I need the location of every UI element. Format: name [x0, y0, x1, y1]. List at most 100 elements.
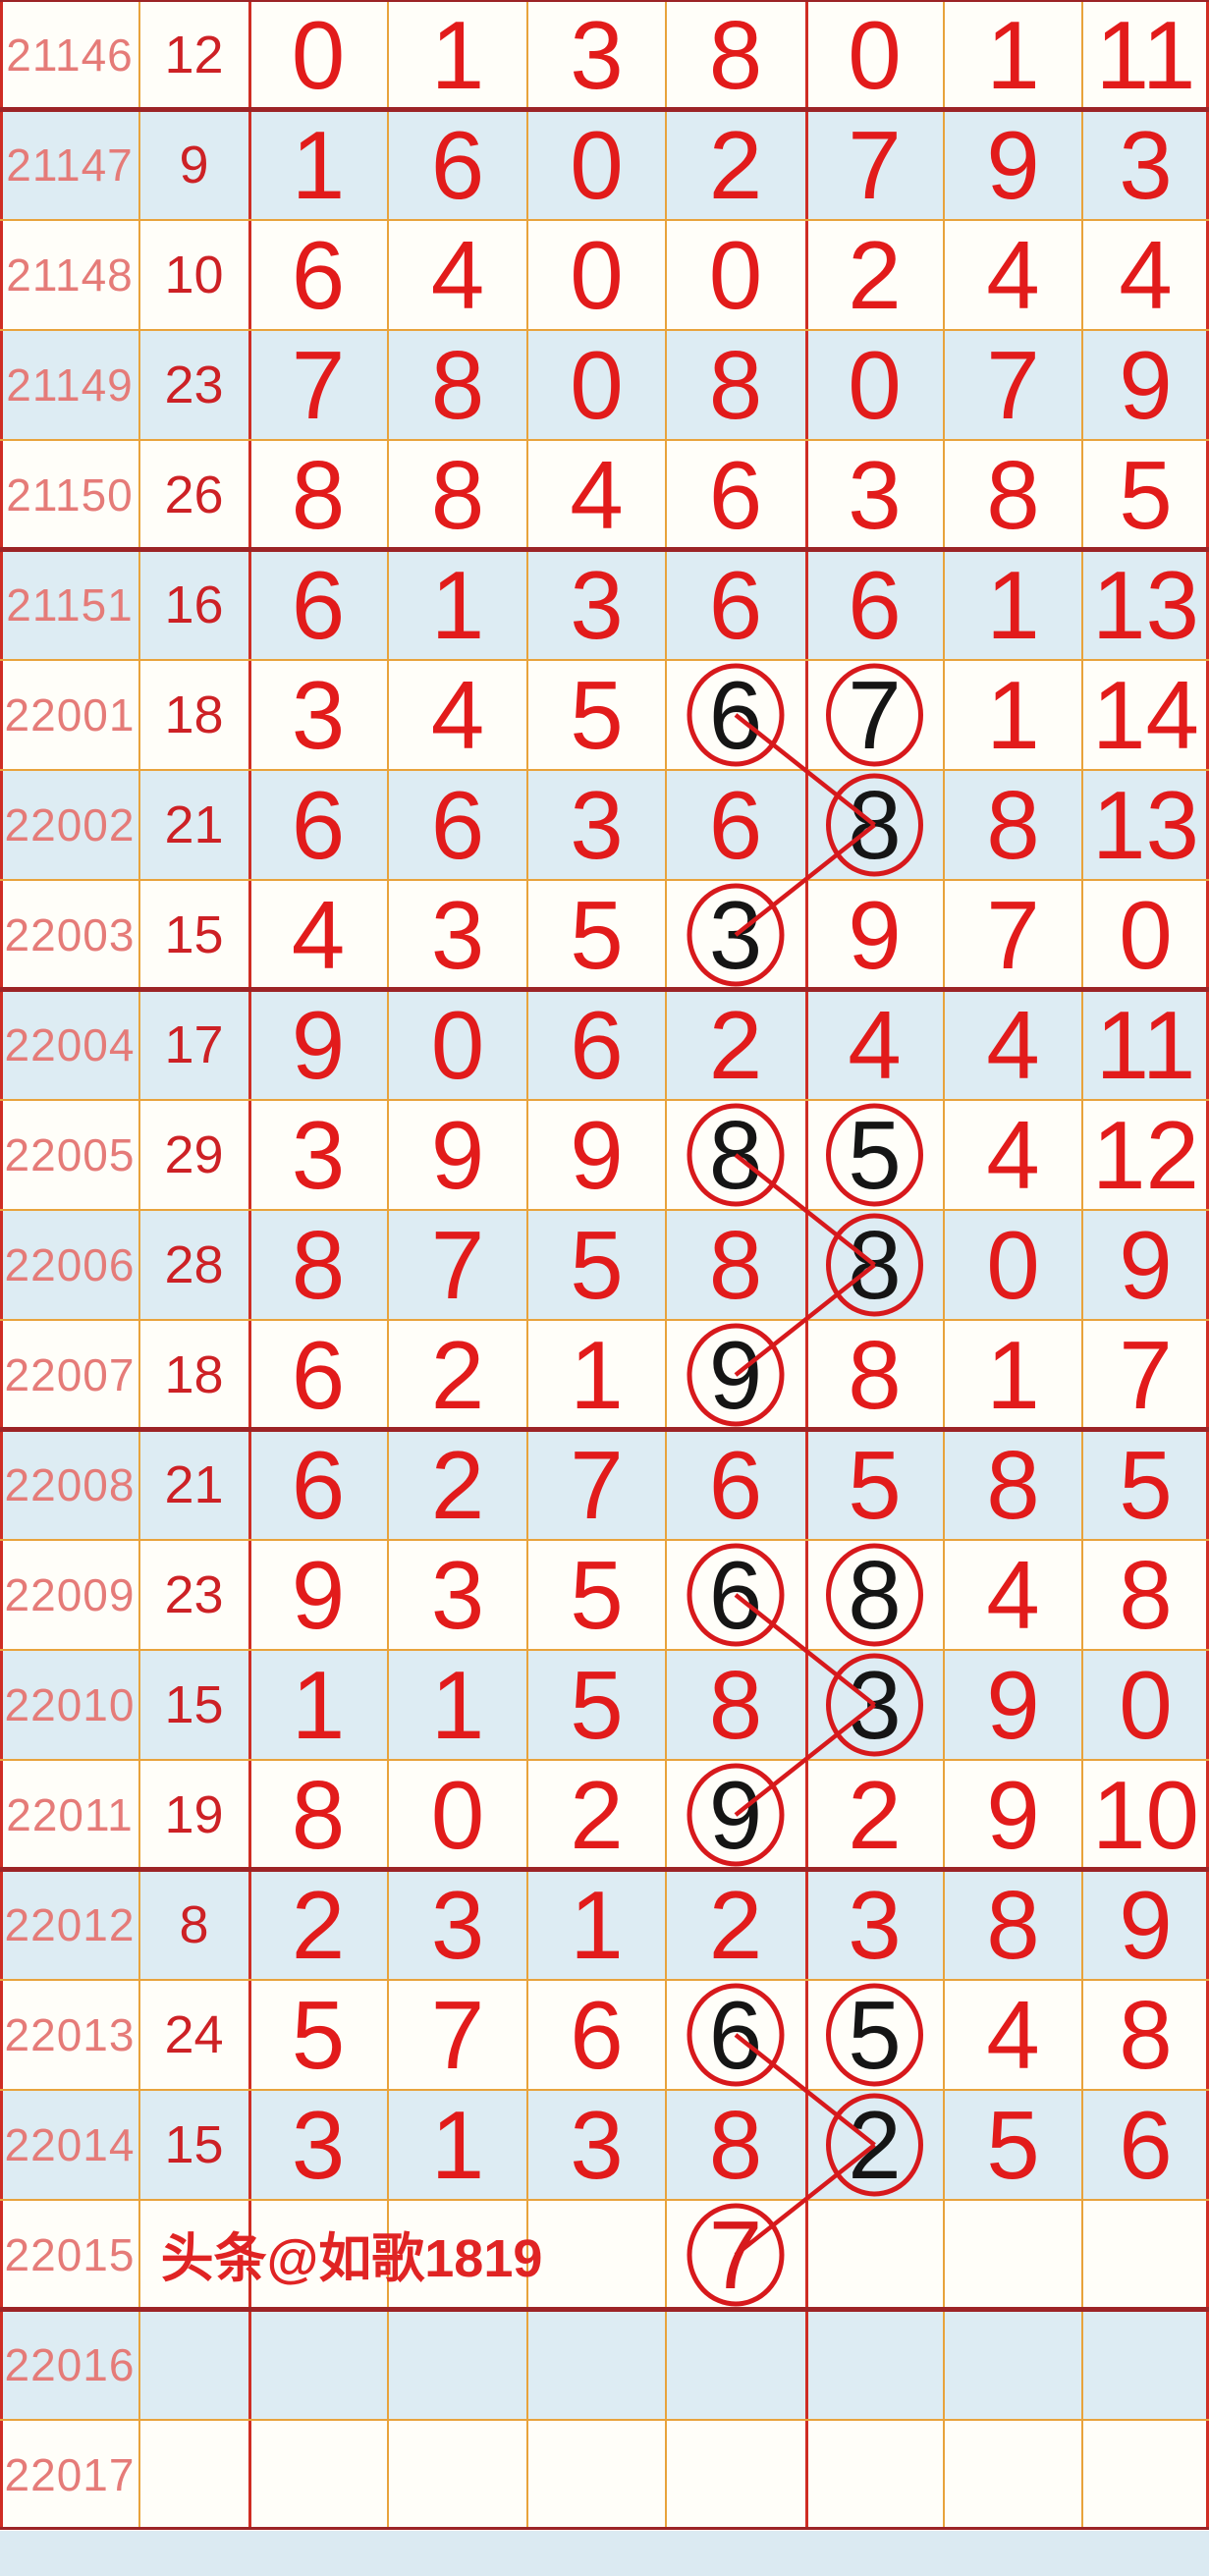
digit-cell: 2	[430, 1431, 485, 1539]
digit-cell: 5	[570, 1651, 624, 1759]
digit-cell: 11	[1095, 991, 1196, 1099]
digit-cell: 6	[570, 991, 624, 1099]
digit-cell: 5	[1119, 441, 1173, 549]
digit-cell	[1082, 2420, 1209, 2530]
digit-cell: 4	[430, 661, 485, 769]
digit-cell: 8	[986, 1431, 1040, 1539]
table-row: 21148 10 6 4 0 0 2 4 4	[0, 220, 1209, 330]
period-cell: 22017	[4, 2449, 136, 2500]
period-cell: 22011	[6, 1789, 134, 1840]
grid-vline-orange	[387, 0, 389, 2530]
sum-cell	[139, 2310, 248, 2420]
digit-cell: 2	[291, 1871, 346, 1979]
table-row: 22008 21 6 2 7 6 5 8 5	[0, 1430, 1209, 1540]
digit-cell	[944, 2420, 1082, 2530]
digit-cell: 9	[848, 881, 902, 989]
digit-cell: 8	[708, 1211, 763, 1319]
digit-cell: 8	[708, 1101, 763, 1209]
grid-hline-orange	[0, 329, 1209, 331]
digit-cell: 4	[986, 991, 1040, 1099]
digit-cell: 12	[1091, 1101, 1199, 1209]
group-separator-line	[0, 2527, 1209, 2530]
digit-cell: 6	[291, 1321, 346, 1429]
digit-cell: 14	[1091, 661, 1199, 769]
grid-vline-orange	[526, 0, 528, 2530]
digit-cell: 7	[848, 111, 902, 219]
digit-cell: 6	[708, 771, 763, 879]
table-row: 21149 23 7 8 0 8 0 7 9	[0, 330, 1209, 440]
digit-cell: 6	[848, 551, 902, 659]
table-row: 22002 21 6 6 3 6 8 8 13	[0, 770, 1209, 880]
digit-cell: 6	[708, 441, 763, 549]
digit-cell: 1	[986, 1321, 1040, 1429]
table-row: 22011 19 8 0 2 9 2 9 10	[0, 1760, 1209, 1870]
grid-hline-orange	[0, 1649, 1209, 1651]
grid-hline-orange	[0, 879, 1209, 881]
digit-cell: 9	[986, 111, 1040, 219]
digit-cell: 6	[1119, 2091, 1173, 2199]
sum-cell: 29	[164, 1125, 224, 1184]
digit-cell: 8	[708, 1, 763, 109]
digit-cell	[1082, 2310, 1209, 2420]
grid-hline-orange	[0, 659, 1209, 661]
period-cell: 22014	[4, 2119, 136, 2170]
digit-cell: 9	[708, 1321, 763, 1429]
digit-cell: 0	[986, 1211, 1040, 1319]
group-separator-line	[0, 107, 1209, 112]
digit-cell: 3	[1119, 111, 1173, 219]
digit-cell: 9	[291, 991, 346, 1099]
digit-cell: 2	[708, 991, 763, 1099]
digit-cell	[527, 2200, 666, 2310]
digit-cell: 6	[708, 1981, 763, 2089]
grid-vline-red	[248, 0, 251, 2530]
digit-cell: 1	[430, 551, 485, 659]
digit-cell: 2	[708, 1871, 763, 1979]
digit-cell: 7	[986, 331, 1040, 439]
sum-cell: 18	[164, 1345, 224, 1404]
digit-cell: 0	[570, 111, 624, 219]
table-row: 22007 18 6 2 1 9 8 1 7	[0, 1320, 1209, 1430]
grid-hline-orange	[0, 769, 1209, 771]
digit-cell: 4	[986, 1981, 1040, 2089]
digit-cell: 3	[848, 1651, 902, 1759]
digit-cell: 8	[986, 771, 1040, 879]
digit-cell: 7	[291, 331, 346, 439]
digit-cell: 1	[291, 111, 346, 219]
digit-cell: 9	[986, 1651, 1040, 1759]
table-row: 22016	[0, 2310, 1209, 2420]
grid-hline-orange	[0, 1759, 1209, 1761]
sum-cell: 16	[164, 575, 224, 634]
digit-cell: 8	[848, 1211, 902, 1319]
digit-cell: 5	[986, 2091, 1040, 2199]
digit-cell: 3	[430, 1871, 485, 1979]
digit-cell: 4	[986, 221, 1040, 329]
digit-cell: 6	[291, 1431, 346, 1539]
sum-cell: 26	[164, 466, 224, 524]
table-row: 22013 24 5 7 6 6 5 4 8	[0, 1980, 1209, 2090]
digit-cell: 13	[1091, 771, 1199, 879]
digit-cell: 5	[570, 1211, 624, 1319]
digit-cell: 3	[570, 551, 624, 659]
sum-cell: 23	[164, 1565, 224, 1624]
digit-cell: 8	[708, 1651, 763, 1759]
table-row: 22010 15 1 1 5 8 3 9 0	[0, 1650, 1209, 1760]
digit-cell: 8	[291, 1761, 346, 1869]
digit-cell	[388, 2420, 527, 2530]
grid-hline-orange	[0, 1979, 1209, 1981]
digit-cell: 5	[570, 661, 624, 769]
digit-cell: 8	[848, 1321, 902, 1429]
grid-hline-orange	[0, 439, 1209, 441]
digit-cell	[805, 2200, 944, 2310]
digit-cell: 13	[1091, 551, 1199, 659]
digit-cell: 6	[291, 771, 346, 879]
period-cell: 21147	[6, 139, 134, 191]
table-row: 22004 17 9 0 6 2 4 4 11	[0, 990, 1209, 1100]
digit-cell: 3	[848, 441, 902, 549]
digit-cell: 7	[570, 1431, 624, 1539]
digit-cell	[248, 2310, 388, 2420]
digit-cell: 6	[708, 661, 763, 769]
sum-cell: 18	[164, 685, 224, 744]
group-separator-line	[0, 1427, 1209, 1432]
digit-cell: 1	[986, 1, 1040, 109]
